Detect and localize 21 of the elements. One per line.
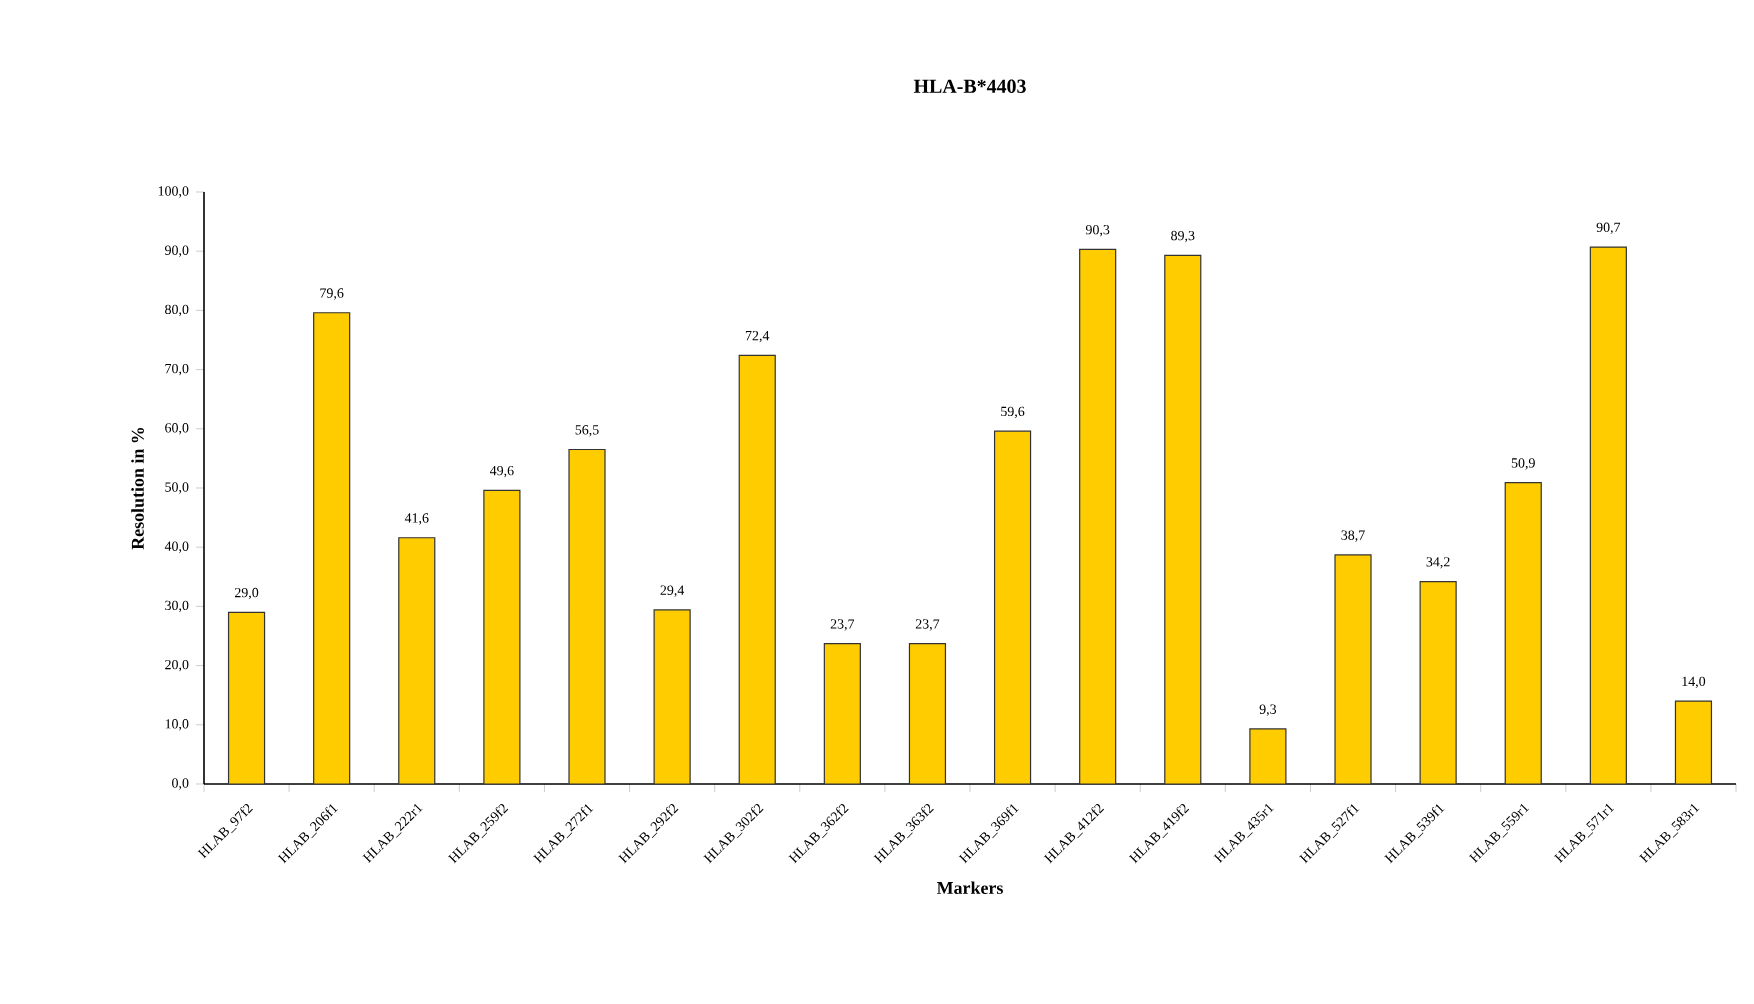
bar (1164, 254, 1202, 784)
bar (1674, 700, 1713, 784)
bar (1334, 554, 1372, 784)
bar (313, 312, 351, 784)
bar (823, 643, 861, 784)
y-axis-title: Resolution in % (131, 427, 144, 550)
bar (1079, 248, 1117, 784)
chart-title: HLA-B*4403 (913, 79, 1026, 93)
bar (227, 611, 266, 784)
bar (1589, 246, 1627, 784)
bar (483, 489, 521, 784)
bar (908, 643, 947, 784)
bar (1504, 482, 1542, 784)
bar (653, 609, 691, 784)
bar (993, 430, 1032, 784)
bar (1249, 728, 1287, 784)
bar (568, 448, 606, 784)
bar (1419, 580, 1457, 784)
bar (738, 354, 776, 784)
x-axis-title: Markers (936, 881, 1003, 895)
bar (398, 537, 436, 784)
